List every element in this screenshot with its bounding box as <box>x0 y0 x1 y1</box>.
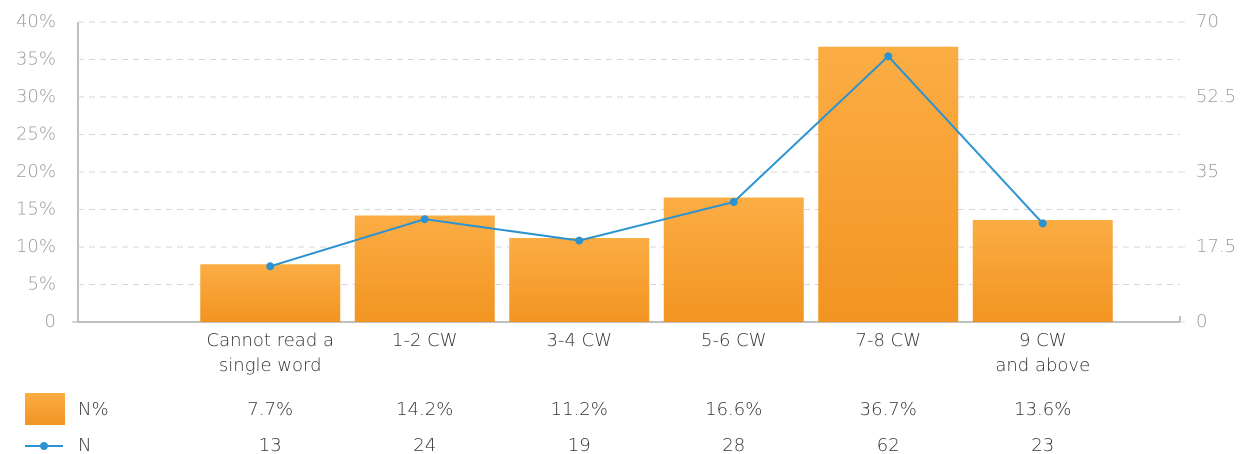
legend-marker <box>40 442 48 450</box>
y-tick-label: 20% <box>16 161 56 182</box>
table-value: 13 <box>259 435 282 454</box>
y-tick-label: 35% <box>16 49 56 70</box>
y2-tick-label: 70 <box>1196 11 1219 32</box>
table-value: 7.7% <box>247 399 293 420</box>
x-tick-label: 5-6 CW <box>701 330 767 351</box>
table-value: 19 <box>568 435 591 454</box>
y2-tick-label: 17.5 <box>1196 236 1236 257</box>
x-tick-label: 7-8 CW <box>855 330 922 351</box>
bar <box>200 264 341 322</box>
bar <box>818 46 959 322</box>
y-tick-label: 40% <box>16 11 56 32</box>
table-value: 23 <box>1031 435 1054 454</box>
y-tick-label: 15% <box>16 199 56 220</box>
legend-label: N% <box>78 399 109 420</box>
x-tick-label: 1-2 CW <box>392 330 458 351</box>
bar <box>354 215 495 322</box>
x-tick-label: 9 CW and above <box>995 330 1091 376</box>
table-value: 28 <box>722 435 745 454</box>
bar <box>972 220 1113 322</box>
bar <box>509 238 650 322</box>
table-value: 13.6% <box>1014 399 1071 420</box>
y2-tick-label: 35 <box>1196 161 1219 182</box>
y-tick-label: 5% <box>27 274 56 295</box>
y2-tick-label: 0 <box>1196 311 1207 332</box>
table-value: 11.2% <box>551 399 608 420</box>
y-tick-label: 30% <box>16 86 56 107</box>
table-value: 36.7% <box>860 399 917 420</box>
line-marker <box>575 236 584 245</box>
line <box>269 54 1044 268</box>
table-value: 16.6% <box>705 399 762 420</box>
y-tick-label: 25% <box>16 124 56 145</box>
legend-label: N <box>78 435 91 454</box>
table-value: 62 <box>877 435 900 454</box>
table-value: 24 <box>413 435 436 454</box>
line-marker <box>420 215 429 224</box>
table-value: 14.2% <box>396 399 453 420</box>
line-marker <box>884 52 893 61</box>
legend-swatch <box>25 393 65 425</box>
line-marker <box>729 198 738 206</box>
x-tick-label: 3-4 CW <box>546 330 613 351</box>
y2-tick-label: 52.5 <box>1196 86 1236 107</box>
line-marker <box>1038 219 1047 228</box>
line-marker <box>266 262 275 271</box>
x-tick-label: Cannot read a single word <box>206 330 335 376</box>
y-tick-label: 0 <box>45 311 56 332</box>
y-tick-label: 10% <box>16 236 56 257</box>
bar <box>663 197 804 322</box>
